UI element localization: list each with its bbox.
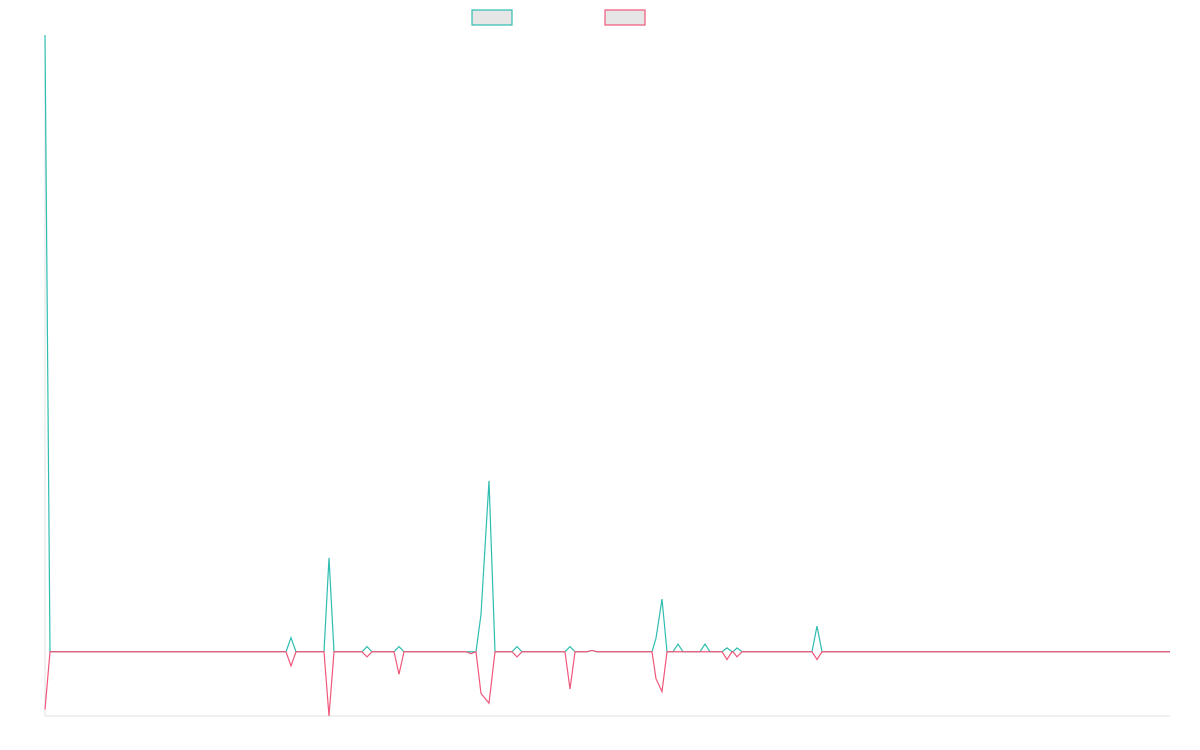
- legend-swatch-series-1[interactable]: [471, 9, 513, 26]
- series-line-1: [44, 34, 1170, 653]
- legend: [471, 9, 646, 26]
- series-layer: [44, 34, 1170, 717]
- legend-swatch-series-2[interactable]: [604, 9, 646, 26]
- series-line-2: [44, 649, 1170, 717]
